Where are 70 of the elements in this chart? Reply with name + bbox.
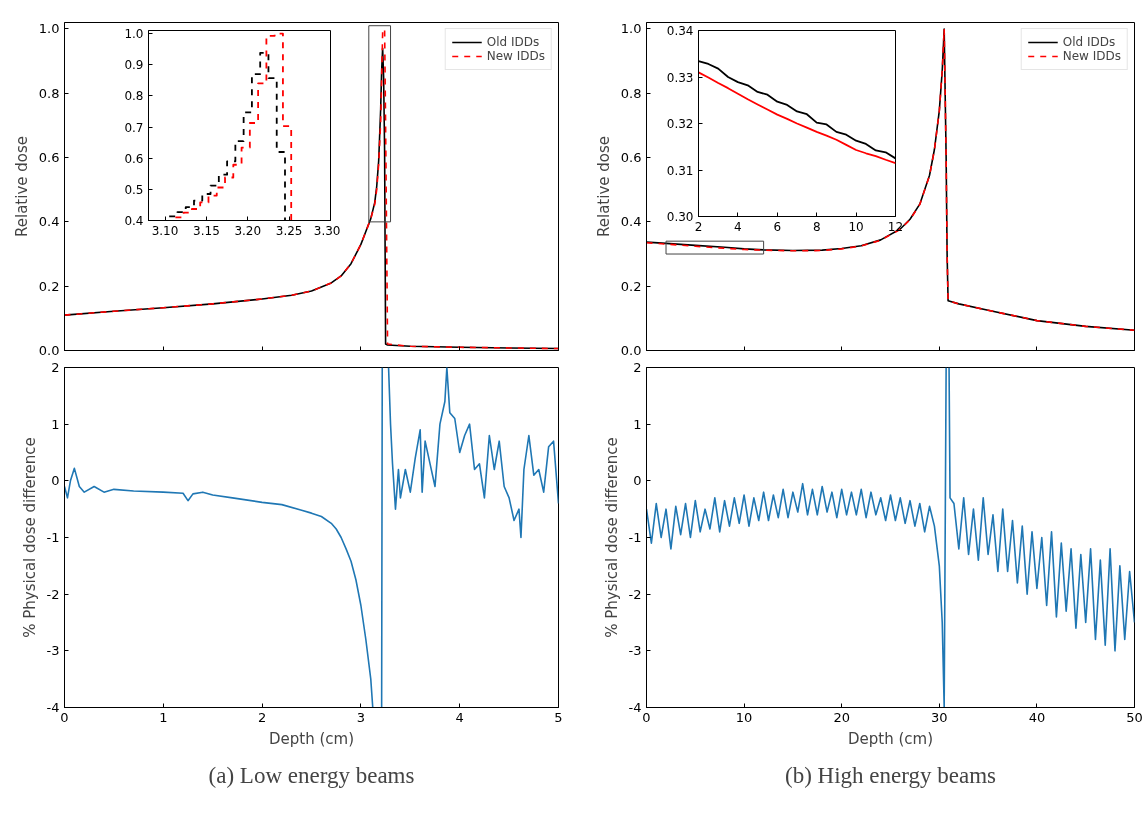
y-tick-label: -1 [628, 530, 642, 545]
legend-label: Old IDDs [1062, 35, 1116, 49]
y-tick-label: 0.31 [666, 163, 694, 178]
x-axis-title: Depth (cm) [847, 729, 934, 748]
legend-label: New IDDs [1062, 49, 1121, 63]
x-tick-label: 3.20 [234, 223, 262, 238]
y-tick-label: 0.30 [666, 210, 694, 224]
y-tick-label: 0.4 [38, 214, 60, 230]
x-tick-label: 30 [931, 709, 948, 725]
y-tick-label: 0.9 [124, 58, 144, 73]
x-tick-label: 3.25 [275, 223, 303, 238]
y-tick-label: -4 [46, 700, 60, 715]
x-tick-label: 5 [554, 709, 563, 725]
text: (a) Low energy beams [208, 762, 415, 788]
text: (b) High energy beams [785, 762, 997, 788]
x-tick-label: 4 [455, 709, 464, 725]
y-tick-label: 0.2 [620, 278, 642, 294]
y-tick-label: 1 [633, 416, 642, 432]
y-tick-label: 0.8 [124, 89, 144, 104]
y-tick-label: -2 [628, 586, 642, 602]
y-tick-label: 0.0 [620, 343, 642, 358]
x-tick-label: 12 [887, 219, 904, 234]
y-tick-label: 0.34 [666, 24, 694, 38]
x-tick-label: 10 [848, 219, 864, 234]
y-tick-label: 1.0 [620, 21, 642, 37]
y-tick-label: 0 [51, 473, 60, 489]
y-tick-label: 0.6 [124, 151, 144, 166]
y-tick-label: -3 [46, 643, 60, 659]
y-tick-label: -4 [628, 700, 642, 715]
x-tick-label: 6 [773, 219, 782, 234]
y-tick-label: 0.4 [124, 214, 144, 228]
y-tick-label: 0.33 [666, 70, 694, 85]
y-axis-title: Relative dose [12, 135, 31, 237]
y-tick-label: 1 [51, 416, 60, 432]
legend-label: Old IDDs [486, 35, 540, 49]
x-tick-label: 40 [1028, 709, 1046, 725]
x-tick-label: 1 [159, 709, 168, 725]
legend-label: New IDDs [486, 49, 545, 63]
y-axis-title: % Physical dose difference [602, 437, 621, 638]
x-tick-label: 50 [1126, 709, 1143, 725]
y-tick-label: 2 [51, 360, 60, 375]
x-tick-label: 20 [833, 709, 850, 725]
y-tick-label: 0.5 [124, 182, 144, 197]
y-tick-label: 0.2 [38, 278, 60, 294]
x-tick-label: 8 [812, 219, 821, 234]
y-axis-title: % Physical dose difference [20, 437, 39, 638]
y-tick-label: 0 [633, 473, 642, 489]
x-axis-title: Depth (cm) [268, 729, 355, 748]
y-tick-label: 1.0 [38, 21, 60, 37]
y-tick-label: 0.7 [124, 120, 144, 135]
y-axis-title: Relative dose [594, 135, 613, 237]
y-tick-label: 1.0 [124, 27, 144, 42]
y-tick-label: 0.8 [620, 85, 642, 101]
x-tick-label: 2 [257, 709, 267, 725]
x-tick-label: 3.10 [151, 223, 179, 238]
x-tick-label: 3 [356, 709, 366, 725]
y-tick-label: 0.8 [38, 85, 60, 101]
x-tick-label: 4 [734, 219, 742, 234]
x-tick-label: 3.15 [193, 223, 220, 238]
x-tick-label: 3.30 [313, 223, 341, 238]
y-tick-label: 0.6 [38, 150, 60, 166]
y-tick-label: 0.0 [38, 343, 60, 358]
y-tick-label: 0.4 [620, 214, 642, 230]
y-tick-label: 0.32 [666, 117, 694, 131]
y-tick-label: 2 [633, 360, 642, 375]
y-tick-label: -1 [46, 530, 60, 545]
y-tick-label: -2 [46, 586, 60, 602]
y-tick-label: 0.6 [620, 150, 642, 166]
x-tick-label: 10 [735, 709, 753, 725]
y-tick-label: -3 [628, 643, 642, 659]
